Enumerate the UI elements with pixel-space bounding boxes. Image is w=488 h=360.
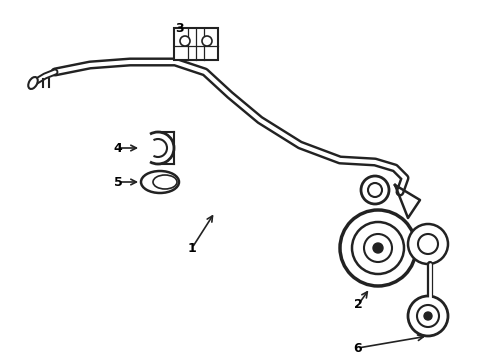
Ellipse shape	[153, 175, 177, 189]
Text: 1: 1	[187, 242, 196, 255]
Text: 6: 6	[353, 342, 362, 355]
Circle shape	[417, 234, 437, 254]
Circle shape	[367, 183, 381, 197]
Ellipse shape	[28, 77, 38, 89]
FancyBboxPatch shape	[174, 28, 218, 60]
Circle shape	[407, 224, 447, 264]
Circle shape	[363, 234, 391, 262]
Ellipse shape	[141, 171, 179, 193]
Circle shape	[407, 296, 447, 336]
Circle shape	[351, 222, 403, 274]
Text: 3: 3	[175, 22, 184, 35]
Circle shape	[423, 312, 431, 320]
Circle shape	[180, 36, 190, 46]
Circle shape	[372, 243, 382, 253]
Circle shape	[339, 210, 415, 286]
Text: 4: 4	[113, 141, 122, 154]
Text: 2: 2	[353, 298, 362, 311]
Circle shape	[202, 36, 212, 46]
Circle shape	[416, 305, 438, 327]
Circle shape	[360, 176, 388, 204]
Text: 5: 5	[113, 175, 122, 189]
